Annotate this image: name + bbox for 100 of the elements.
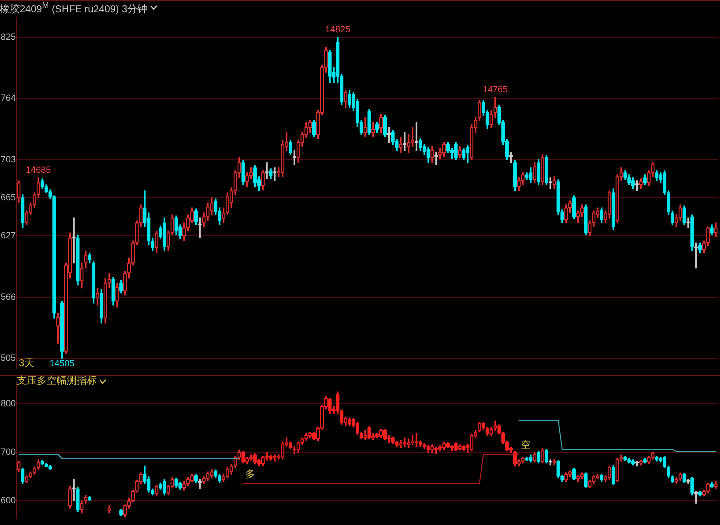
candlestick bbox=[44, 463, 48, 468]
candlestick bbox=[56, 313, 60, 344]
candlestick bbox=[364, 117, 368, 138]
candlestick bbox=[682, 206, 686, 226]
candlestick bbox=[608, 190, 612, 220]
annotation: 多 bbox=[245, 468, 256, 480]
candlestick bbox=[210, 469, 214, 478]
y-tick-label: 566 bbox=[0, 292, 16, 302]
candlestick bbox=[533, 452, 537, 463]
candlestick bbox=[174, 216, 178, 236]
candlestick bbox=[682, 473, 686, 484]
candlestick bbox=[686, 218, 690, 228]
candlestick bbox=[564, 204, 568, 224]
candlestick bbox=[399, 440, 403, 448]
candlestick bbox=[458, 146, 462, 158]
candlestick bbox=[391, 436, 395, 444]
candlestick bbox=[552, 176, 556, 190]
candlestick bbox=[655, 456, 659, 462]
chart-title: 支压多空幅测指标 bbox=[17, 376, 97, 387]
candlestick bbox=[112, 276, 116, 306]
candlestick bbox=[108, 506, 112, 514]
candlestick bbox=[410, 435, 415, 446]
candlestick bbox=[379, 429, 384, 438]
y-tick-label: 627 bbox=[0, 230, 16, 241]
candlestick bbox=[348, 417, 352, 426]
candlestick bbox=[430, 444, 434, 454]
candlestick bbox=[158, 482, 163, 490]
candlestick bbox=[403, 438, 407, 448]
y-tick-label: 700 bbox=[0, 447, 16, 458]
candlestick bbox=[647, 456, 651, 464]
candlestick bbox=[552, 459, 556, 466]
y-tick-label: 703 bbox=[0, 154, 16, 164]
candlestick bbox=[639, 178, 644, 190]
candlestick bbox=[407, 438, 411, 448]
candlestick bbox=[253, 166, 258, 188]
candlestick bbox=[584, 472, 588, 488]
candlestick bbox=[446, 442, 450, 448]
candlestick bbox=[521, 457, 525, 464]
y-tick-label: 800 bbox=[0, 398, 16, 409]
candlestick bbox=[368, 109, 372, 136]
candlestick bbox=[540, 154, 545, 186]
candlestick bbox=[72, 479, 76, 502]
candlestick bbox=[178, 482, 182, 490]
candlestick bbox=[462, 446, 466, 452]
candlestick bbox=[525, 172, 529, 180]
candlestick bbox=[529, 454, 533, 463]
candlestick bbox=[426, 445, 430, 454]
candlestick bbox=[592, 476, 596, 484]
candlestick bbox=[678, 472, 682, 482]
candlestick bbox=[462, 148, 466, 160]
candlestick bbox=[60, 301, 64, 359]
candlestick bbox=[25, 476, 29, 484]
candlestick bbox=[40, 178, 44, 190]
candlestick bbox=[312, 432, 316, 440]
y-tick-label: 764 bbox=[0, 93, 16, 104]
candlestick bbox=[116, 282, 120, 308]
candlestick bbox=[100, 289, 104, 324]
candlestick bbox=[265, 162, 269, 180]
candlestick bbox=[525, 457, 529, 462]
candlestick bbox=[273, 454, 277, 462]
candlestick bbox=[643, 174, 647, 186]
annotation: 空 bbox=[521, 439, 532, 452]
candlestick bbox=[269, 455, 273, 461]
candlestick bbox=[564, 472, 568, 482]
candlestick bbox=[368, 426, 372, 440]
candlestick bbox=[218, 474, 222, 484]
candlestick bbox=[68, 486, 72, 509]
candlestick bbox=[17, 461, 21, 472]
candlestick bbox=[399, 137, 403, 154]
y-tick-label: 825 bbox=[0, 32, 16, 42]
candlestick bbox=[536, 160, 541, 186]
candlestick bbox=[194, 208, 198, 226]
candlestick bbox=[414, 432, 419, 448]
annotation: 14505 bbox=[50, 358, 75, 369]
candlestick bbox=[261, 170, 265, 190]
y-tick-label: 505 bbox=[0, 353, 16, 364]
y-tick-label: 600 bbox=[0, 496, 16, 506]
candlestick bbox=[269, 168, 273, 180]
candlestick bbox=[600, 474, 604, 482]
candlestick bbox=[328, 50, 332, 83]
annotation: 14825 bbox=[325, 24, 350, 34]
chart-title: 橡胶2409$^{M}$ (SHFE ru2409) 3分钟 bbox=[0, 0, 148, 16]
candlestick bbox=[616, 458, 620, 482]
candlestick bbox=[628, 174, 632, 186]
candlestick bbox=[242, 160, 246, 186]
candlestick bbox=[600, 208, 604, 224]
candlestick bbox=[548, 178, 552, 190]
candlestick bbox=[273, 168, 277, 182]
candlestick bbox=[655, 170, 659, 182]
candlestick bbox=[706, 483, 710, 494]
candlestick bbox=[296, 442, 300, 454]
candlestick bbox=[48, 465, 52, 470]
annotation: 14685 bbox=[26, 164, 52, 175]
annotation: 3天 bbox=[19, 358, 35, 370]
candlestick bbox=[529, 168, 533, 184]
candlestick bbox=[426, 148, 430, 164]
candlestick bbox=[533, 162, 537, 184]
annotation: 14765 bbox=[482, 84, 508, 95]
candlestick bbox=[584, 204, 588, 236]
candlestick bbox=[686, 479, 690, 485]
